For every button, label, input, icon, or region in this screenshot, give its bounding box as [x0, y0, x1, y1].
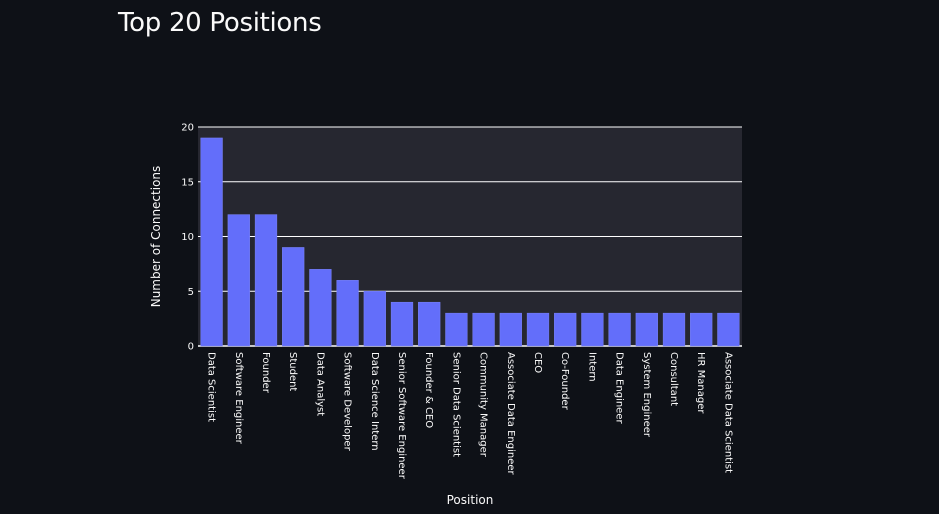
x-tick-label: Consultant — [668, 352, 679, 406]
x-tick-label: Associate Data Engineer — [505, 352, 516, 476]
bar[interactable] — [200, 137, 223, 347]
x-tick-label: Community Manager — [478, 352, 489, 458]
x-tick-label: Software Engineer — [233, 352, 244, 445]
bar[interactable] — [581, 312, 604, 347]
bar[interactable] — [282, 247, 305, 347]
x-tick-label: Intern — [586, 352, 597, 382]
x-tick-label: Student — [287, 352, 298, 391]
y-tick-label: 15 — [181, 177, 194, 188]
bar[interactable] — [390, 301, 414, 347]
x-tick-label: System Engineer — [641, 352, 652, 438]
bars — [200, 137, 740, 347]
x-tick-label: Associate Data Scientist — [722, 352, 733, 473]
x-tick-label: Senior Software Engineer — [396, 352, 407, 480]
x-tick-label: Data Scientist — [206, 352, 217, 422]
x-axis-ticks: Data Scientist Software Engineer Founder St… — [206, 352, 734, 480]
x-tick-label: Data Science Intern — [369, 352, 380, 451]
bar[interactable] — [254, 214, 278, 347]
bar[interactable] — [690, 312, 713, 347]
page-title: Top 20 Positions — [118, 8, 322, 38]
bar[interactable] — [227, 214, 250, 347]
x-tick-label: Data Engineer — [614, 352, 625, 424]
bar[interactable] — [418, 301, 441, 347]
y-tick-label: 20 — [181, 123, 194, 134]
x-tick-label: Founder — [260, 352, 271, 394]
bar[interactable] — [309, 269, 332, 347]
y-axis-title: Number of Connections — [149, 166, 163, 308]
bar[interactable] — [472, 312, 495, 347]
x-axis-title: Position — [447, 493, 494, 507]
x-tick-label: CEO — [532, 352, 543, 373]
x-tick-label: Founder & CEO — [423, 352, 434, 428]
y-tick-label: 10 — [181, 232, 194, 243]
y-axis-ticks: 0 5 10 15 20 — [181, 123, 194, 353]
bar[interactable] — [445, 312, 468, 347]
x-tick-label: Senior Data Scientist — [450, 352, 461, 457]
y-tick-label: 0 — [188, 342, 194, 353]
y-tick-label: 5 — [188, 287, 194, 298]
x-tick-label: Software Developer — [342, 352, 353, 452]
bar[interactable] — [336, 280, 359, 347]
x-tick-label: Data Analyst — [314, 352, 325, 416]
bar[interactable] — [526, 312, 550, 347]
x-tick-label: HR Manager — [695, 352, 706, 414]
x-tick-label: Co-Founder — [559, 352, 570, 411]
bar[interactable] — [635, 312, 658, 347]
bar[interactable] — [554, 312, 577, 347]
bar[interactable] — [499, 312, 522, 347]
bar[interactable] — [662, 312, 686, 347]
bar[interactable] — [608, 312, 631, 347]
bar[interactable] — [363, 291, 386, 347]
bar[interactable] — [717, 312, 740, 347]
